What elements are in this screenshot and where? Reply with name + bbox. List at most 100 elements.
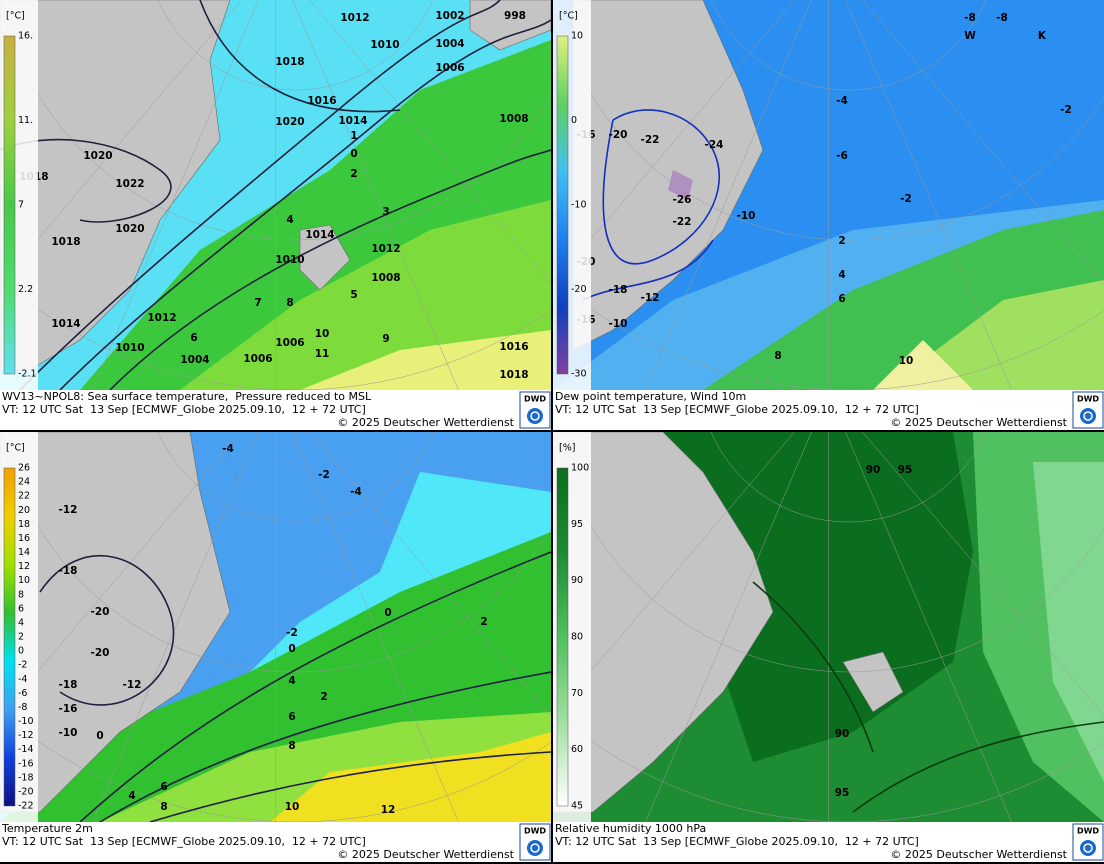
colorbar-label: 26	[18, 463, 30, 474]
map-region	[299, 224, 351, 291]
map-region	[130, 432, 551, 732]
contour	[59, 19, 551, 390]
contour	[99, 671, 551, 822]
caption-copyright: © 2025 Deutscher Wetterdienst	[337, 416, 514, 429]
graticule	[845, 0, 1012, 390]
colorbar-label: 11.	[18, 115, 33, 126]
contour-label: -4	[350, 486, 362, 498]
contour-label: 1018	[51, 236, 80, 248]
contour	[602, 109, 721, 265]
contour-label: -26	[673, 194, 692, 206]
contour-label: K	[1038, 30, 1047, 42]
graticule	[553, 432, 795, 717]
graticule	[845, 432, 1012, 822]
contour-label: 1010	[115, 342, 144, 354]
graticule	[553, 0, 795, 285]
graticule	[0, 432, 242, 717]
map-region	[873, 340, 973, 390]
contour-label: 10	[315, 328, 330, 340]
graticule	[554, 0, 1104, 241]
colorbar-label: -8	[18, 702, 27, 713]
colorbar-label: -2	[18, 660, 27, 671]
colorbar-label: -10	[18, 716, 34, 727]
colorbar	[3, 467, 16, 807]
colorbar	[556, 35, 569, 375]
colorbar	[3, 35, 16, 375]
graticule	[645, 432, 812, 822]
caption-valid: VT: 12 UTC Sat 13 Sep [ECMWF_Globe 2025.…	[555, 403, 919, 416]
contour-label: 1010	[275, 254, 304, 266]
caption-title: Dew point temperature, Wind 10m	[555, 390, 746, 403]
contour-label: -10	[609, 318, 628, 330]
colorbar-label: -22	[18, 801, 34, 812]
contour-label: -10	[737, 210, 756, 222]
contour-label: -8	[964, 12, 976, 24]
map: -16-20-22-24-26-22-10-12-20-18-16-10-6-4…	[553, 0, 1104, 390]
contour-label: 0	[384, 607, 391, 619]
contour-label: 90	[866, 464, 881, 476]
caption-bg	[0, 822, 551, 862]
contour-label: 1004	[435, 38, 464, 50]
graticule	[292, 0, 459, 390]
contour-label: -18	[59, 565, 78, 577]
contour-label: -8	[996, 12, 1008, 24]
graticule	[645, 0, 812, 390]
graticule	[862, 432, 1104, 717]
colorbar-label: 4	[18, 617, 24, 628]
colorbar-label: 6	[18, 603, 24, 614]
logo-swirl	[530, 843, 540, 853]
graticule	[309, 0, 551, 285]
contour-label: -2	[900, 193, 912, 205]
contour-label: -20	[609, 129, 628, 141]
contour-label: 12	[381, 804, 396, 816]
graticule	[157, 432, 434, 523]
map-region	[1033, 462, 1104, 782]
colorbar-label: 10	[571, 31, 583, 42]
contour-label: 2	[838, 235, 845, 247]
map-region	[270, 732, 551, 822]
contour-label: 4	[838, 269, 845, 281]
caption-valid: VT: 12 UTC Sat 13 Sep [ECMWF_Globe 2025.…	[2, 835, 366, 848]
colorbar	[556, 467, 569, 807]
contour-label: -10	[59, 727, 78, 739]
colorbar-label: -6	[18, 688, 27, 699]
panel: 90 95 90 95 [%] 100 95 90 80 70 60 45 Relative humid…	[553, 432, 1104, 862]
contour	[109, 149, 551, 390]
graticule	[157, 0, 434, 91]
graticule	[1, 0, 551, 241]
contour	[199, 0, 401, 113]
graticule	[292, 432, 459, 822]
colorbar-label: 22	[18, 491, 30, 502]
contour-label: 6	[160, 781, 167, 793]
logo-mark	[1080, 408, 1096, 424]
contour-label: -12	[59, 504, 78, 516]
contour-label: -16	[59, 703, 78, 715]
contour-label: 1006	[435, 62, 464, 74]
contour-label: W	[964, 30, 976, 42]
contour-label: 2	[320, 691, 327, 703]
map: -12-18-20-20-18 -12-16-10 0-2-4-4-20202468…	[0, 432, 551, 822]
panel: -12-18-20-20-18 -12-16-10 0-2-4-4-20202468…	[0, 432, 551, 862]
colorbar-unit: [°C]	[6, 443, 25, 454]
graticule	[92, 0, 259, 390]
contour-label: -2	[1060, 104, 1072, 116]
contour-label: 1016	[307, 95, 336, 107]
colorbar-label: 7	[18, 200, 24, 211]
contour-label: -24	[705, 139, 724, 151]
contour-label: 998	[504, 10, 526, 22]
logo-text: DWD	[1077, 395, 1099, 404]
contour-label: 4	[288, 675, 295, 687]
contour-label: -18	[609, 284, 628, 296]
contour	[19, 0, 501, 390]
contour-label: 5	[350, 289, 357, 301]
contour-label: 90	[835, 728, 850, 740]
contour-label: 3	[382, 206, 389, 218]
contour-label: 1010	[370, 39, 399, 51]
graticule	[92, 432, 259, 822]
contour-label: 4	[286, 214, 293, 226]
colorbar-label: 100	[571, 463, 589, 474]
contour-label: -2	[286, 627, 298, 639]
logo-swirl	[1083, 411, 1093, 421]
caption-title: Relative humidity 1000 hPa	[555, 822, 706, 835]
